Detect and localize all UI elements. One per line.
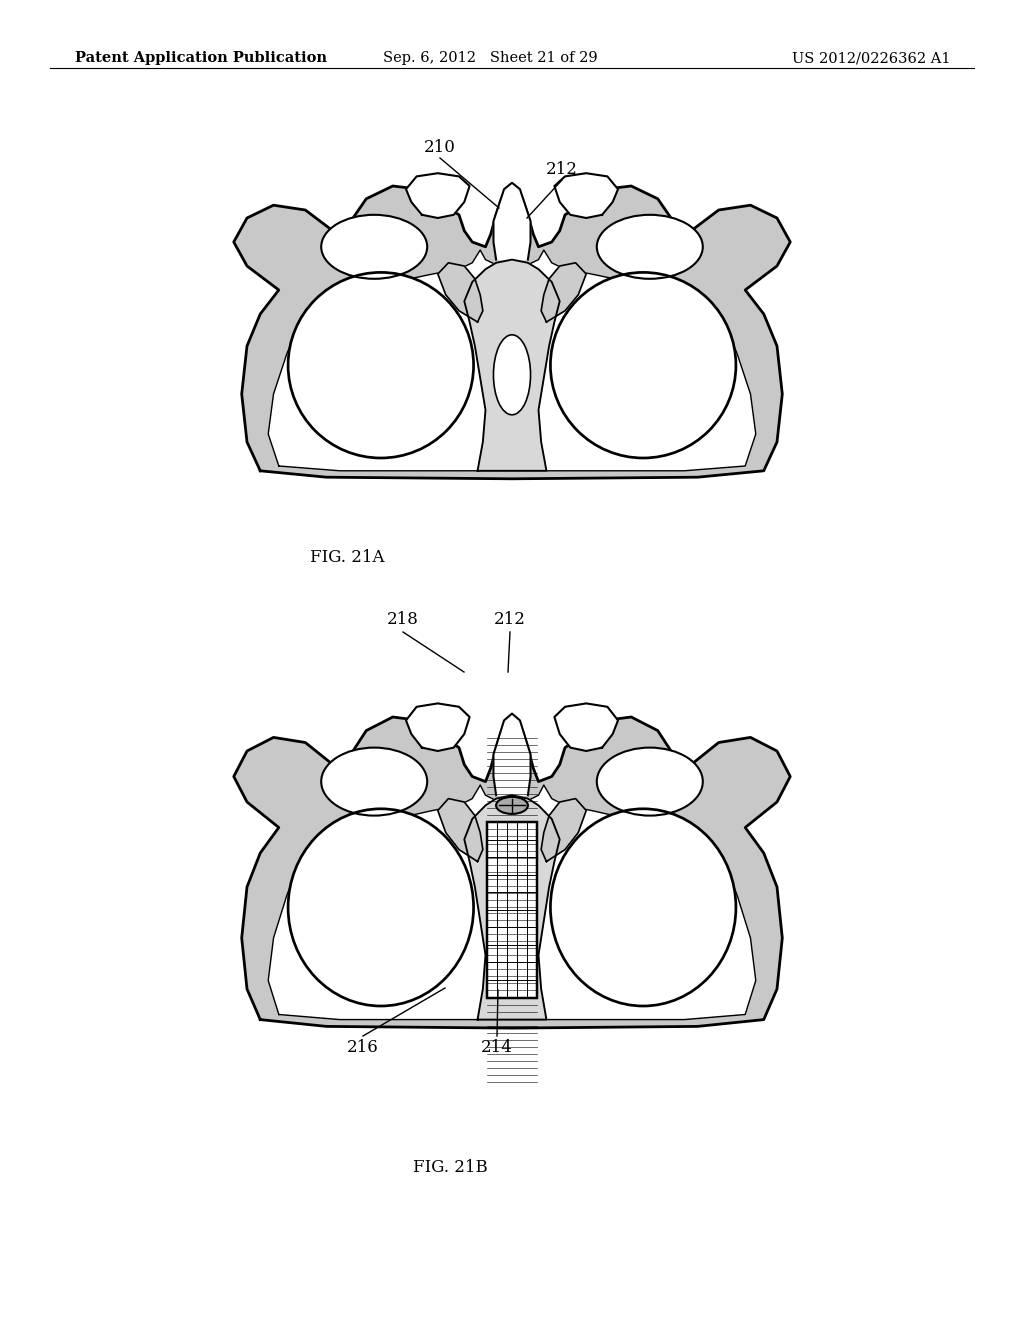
Polygon shape xyxy=(268,785,756,1019)
Ellipse shape xyxy=(288,272,473,458)
Polygon shape xyxy=(554,173,618,218)
Ellipse shape xyxy=(496,797,528,814)
Text: Patent Application Publication: Patent Application Publication xyxy=(75,51,327,65)
Text: 214: 214 xyxy=(481,1040,513,1056)
Ellipse shape xyxy=(597,215,702,279)
Polygon shape xyxy=(438,799,483,862)
Polygon shape xyxy=(406,173,470,218)
Ellipse shape xyxy=(551,809,736,1006)
Text: 216: 216 xyxy=(347,1040,379,1056)
Ellipse shape xyxy=(494,875,530,960)
Polygon shape xyxy=(464,795,560,1019)
Ellipse shape xyxy=(322,215,427,279)
Text: 212: 212 xyxy=(494,611,526,628)
Polygon shape xyxy=(554,704,618,751)
Polygon shape xyxy=(406,704,470,751)
Polygon shape xyxy=(233,186,791,479)
Ellipse shape xyxy=(597,747,702,816)
Text: 210: 210 xyxy=(424,140,456,157)
Text: FIG. 21B: FIG. 21B xyxy=(413,1159,487,1176)
Text: 212: 212 xyxy=(546,161,578,178)
Polygon shape xyxy=(233,717,791,1028)
Text: Sep. 6, 2012   Sheet 21 of 29: Sep. 6, 2012 Sheet 21 of 29 xyxy=(383,51,597,65)
Polygon shape xyxy=(464,260,560,471)
Polygon shape xyxy=(268,249,756,471)
Ellipse shape xyxy=(288,809,473,1006)
Polygon shape xyxy=(541,799,586,862)
Polygon shape xyxy=(438,263,483,322)
Text: 218: 218 xyxy=(387,611,419,628)
Text: US 2012/0226362 A1: US 2012/0226362 A1 xyxy=(792,51,950,65)
Text: FIG. 21A: FIG. 21A xyxy=(310,549,384,566)
Ellipse shape xyxy=(551,272,736,458)
Polygon shape xyxy=(541,263,586,322)
Polygon shape xyxy=(494,182,530,260)
Ellipse shape xyxy=(494,335,530,414)
Polygon shape xyxy=(494,714,530,795)
Bar xyxy=(486,822,538,998)
Ellipse shape xyxy=(322,747,427,816)
